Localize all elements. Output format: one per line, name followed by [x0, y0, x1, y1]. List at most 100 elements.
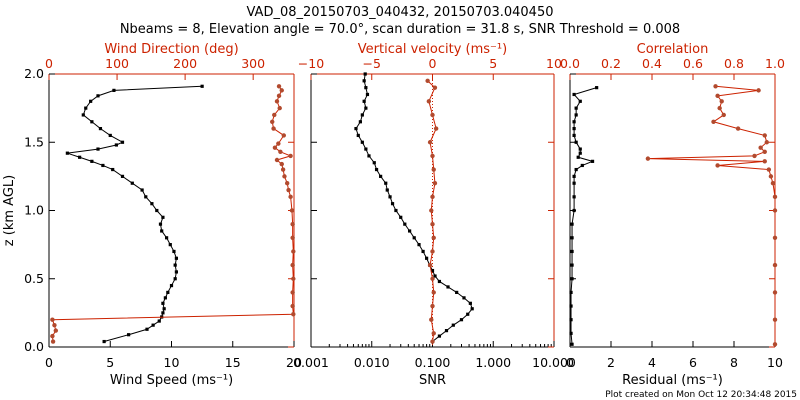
data-point-bottom	[572, 92, 576, 97]
top-tick-label: 0	[45, 56, 53, 71]
data-point-bottom	[580, 163, 584, 168]
data-point-top	[272, 112, 277, 118]
data-point-bottom	[362, 99, 366, 103]
data-point-bottom	[168, 243, 172, 247]
data-point-bottom	[590, 159, 595, 163]
data-point-bottom	[161, 311, 165, 315]
data-point-bottom	[574, 113, 578, 117]
bottom-tick-label: 10.000	[532, 355, 576, 370]
data-point-bottom	[595, 86, 599, 90]
data-point-bottom	[84, 106, 88, 110]
data-point-bottom	[360, 140, 364, 144]
data-point-bottom	[98, 127, 103, 131]
y-tick-label: 0.0	[24, 339, 44, 354]
data-point-top	[772, 290, 778, 295]
data-point-bottom	[388, 195, 392, 199]
series-line-bottom	[570, 87, 597, 345]
top-tick-label: −10	[298, 56, 324, 71]
data-point-bottom	[127, 333, 131, 337]
data-point-top	[430, 303, 435, 309]
data-point-bottom	[576, 155, 580, 159]
data-point-bottom	[354, 127, 358, 131]
data-point-top	[290, 235, 295, 240]
data-point-bottom	[111, 167, 115, 172]
data-point-top	[756, 88, 761, 93]
data-point-top	[715, 93, 720, 99]
data-point-bottom	[358, 120, 362, 124]
bottom-axis-label: SNR	[419, 373, 446, 388]
y-tick-label: 2.0	[24, 66, 44, 81]
bottom-tick-label: 0.001	[293, 355, 329, 370]
data-point-top	[432, 85, 438, 90]
data-point-top	[276, 84, 282, 89]
bottom-tick-label: 5	[106, 355, 114, 370]
data-point-top	[429, 317, 434, 322]
data-point-top	[433, 126, 439, 131]
data-point-top	[289, 208, 295, 213]
top-tick-label: 300	[241, 56, 265, 71]
data-point-bottom	[81, 113, 85, 117]
bottom-tick-label: 20	[286, 355, 302, 370]
data-point-top	[278, 149, 283, 155]
top-tick-label: −5	[363, 56, 381, 71]
y-tick-label: 1.0	[24, 203, 44, 218]
data-point-top	[762, 159, 767, 164]
data-point-top	[768, 174, 774, 179]
data-point-bottom	[363, 72, 367, 76]
y-tick-label: 0.5	[24, 271, 44, 286]
data-point-bottom	[90, 120, 94, 124]
data-point-bottom	[578, 99, 582, 103]
data-point-bottom	[163, 296, 167, 300]
data-point-bottom	[120, 174, 125, 178]
data-point-bottom	[462, 296, 466, 300]
chart-title-line2: Nbeams = 8, Elevation angle = 70.0°, sca…	[120, 22, 680, 37]
data-point-bottom	[150, 202, 154, 206]
data-point-top	[282, 174, 287, 179]
data-point-bottom	[569, 304, 573, 308]
data-point-bottom	[570, 342, 574, 346]
plot-created-footer: Plot created on Mon Oct 12 20:34:48 2015	[605, 390, 797, 400]
data-point-bottom	[356, 133, 360, 138]
data-point-top	[288, 153, 293, 159]
data-point-top	[772, 208, 778, 213]
data-point-top	[715, 163, 720, 168]
data-point-top	[52, 322, 57, 328]
data-point-top	[290, 303, 295, 309]
data-point-top	[752, 153, 757, 159]
series-line-top	[51, 86, 294, 342]
data-point-top	[276, 93, 282, 99]
data-point-bottom	[574, 106, 578, 110]
bottom-axis-label: Residual (ms⁻¹)	[622, 373, 723, 388]
data-point-top	[270, 119, 275, 124]
data-point-bottom	[569, 290, 573, 294]
data-point-bottom	[390, 202, 395, 206]
data-point-bottom	[399, 215, 403, 219]
data-point-top	[286, 187, 291, 193]
data-point-top	[735, 126, 741, 131]
bottom-tick-label: 4	[648, 355, 656, 370]
data-point-bottom	[451, 323, 455, 327]
data-point-bottom	[112, 88, 116, 92]
data-point-bottom	[151, 323, 155, 327]
data-point-top	[431, 290, 436, 295]
data-point-bottom	[166, 290, 170, 294]
data-point-bottom	[437, 334, 442, 338]
data-point-top	[719, 99, 724, 104]
data-point-bottom	[570, 236, 574, 240]
top-tick-label: 0.2	[601, 56, 621, 71]
data-point-bottom	[96, 94, 100, 98]
data-point-bottom	[89, 99, 93, 103]
data-point-bottom	[578, 147, 582, 151]
data-point-bottom	[364, 86, 368, 90]
top-axis-label: Wind Direction (deg)	[104, 42, 238, 57]
bottom-tick-label: 15	[225, 355, 241, 370]
bottom-tick-label: 1.000	[475, 355, 511, 370]
data-point-bottom	[385, 188, 389, 192]
data-point-top	[279, 161, 284, 167]
data-point-bottom	[572, 127, 576, 131]
bottom-tick-label: 0.010	[354, 355, 390, 370]
data-point-top	[271, 126, 276, 131]
data-point-bottom	[114, 143, 118, 147]
bottom-tick-label: 0	[45, 355, 53, 370]
data-point-top	[288, 194, 293, 200]
